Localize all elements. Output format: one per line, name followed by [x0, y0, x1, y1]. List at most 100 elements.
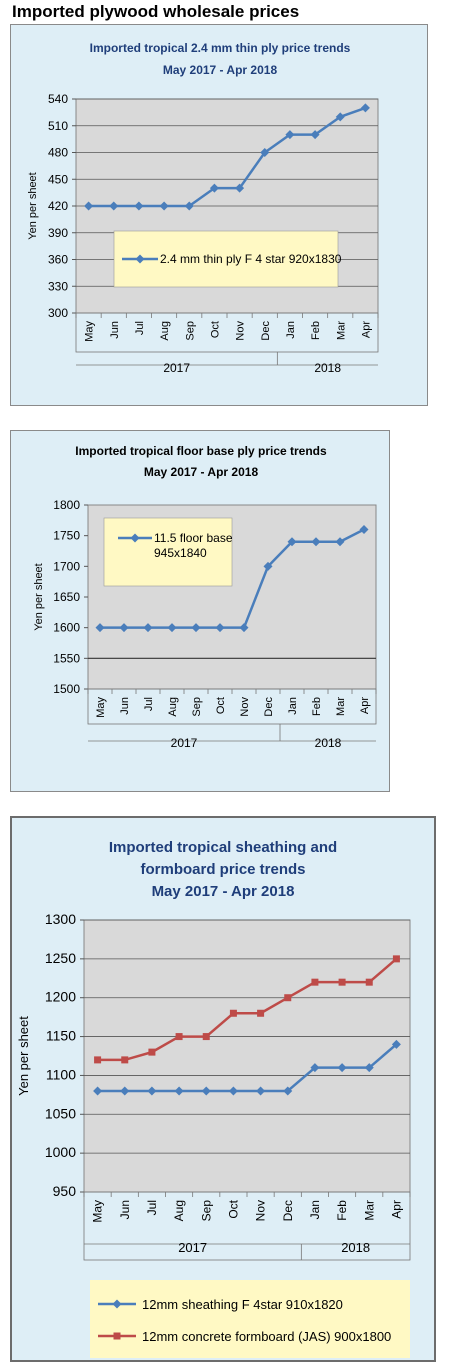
- year-label: 2017: [163, 361, 190, 375]
- data-point: [93, 1086, 103, 1096]
- data-point: [283, 1086, 293, 1096]
- chart-title-line: Imported tropical floor base ply price t…: [75, 444, 327, 458]
- y-tick-label: 1200: [45, 989, 76, 1005]
- x-tick-label: Jul: [134, 321, 146, 335]
- data-point: [148, 1048, 156, 1056]
- y-tick-label: 540: [48, 92, 68, 106]
- data-point: [201, 1086, 211, 1096]
- data-point: [159, 201, 169, 211]
- x-tick-label: Aug: [159, 321, 171, 341]
- x-tick-label: Jan: [308, 1200, 322, 1219]
- y-tick-label: 1750: [53, 529, 80, 543]
- data-point: [365, 978, 373, 986]
- legend-swatch-marker: [130, 533, 140, 543]
- data-point: [134, 201, 144, 211]
- data-point: [109, 201, 119, 211]
- y-tick-label: 300: [48, 306, 68, 320]
- series-line: [97, 1043, 398, 1093]
- y-tick-label: 950: [53, 1183, 77, 1199]
- data-point: [392, 955, 400, 963]
- data-point: [310, 1063, 320, 1073]
- data-point: [260, 148, 270, 157]
- year-label: 2018: [315, 736, 342, 750]
- chart-layer: Imported tropical sheathing and formboard…: [16, 839, 411, 1358]
- legend-label-line: 11.5 floor base: [154, 531, 233, 545]
- data-point: [95, 623, 105, 633]
- data-point: [364, 1063, 374, 1073]
- data-point: [338, 978, 346, 986]
- x-tick-label: Dec: [263, 697, 275, 717]
- chart-thin-ply: Imported tropical 2.4 mm thin ply price …: [27, 41, 379, 375]
- y-tick-label: 390: [48, 226, 68, 240]
- y-axis-label: Yen per sheet: [27, 172, 39, 239]
- legend-box: [103, 517, 233, 587]
- data-point: [311, 978, 319, 986]
- data-point: [209, 183, 219, 193]
- y-tick-label: 480: [48, 146, 68, 160]
- x-tick-label: Jun: [109, 321, 121, 339]
- chart-layer: Imported tropical floor base ply price t…: [33, 444, 377, 750]
- data-point: [287, 537, 297, 547]
- legend-label: 12mm sheathing F 4star 910x1820: [142, 1297, 343, 1312]
- x-tick-label: Mar: [362, 1200, 376, 1221]
- x-tick-label: Feb: [310, 321, 322, 340]
- x-tick-label: Mar: [335, 697, 347, 716]
- x-tick-label: Jan: [285, 321, 297, 339]
- page-title: Imported plywood wholesale prices: [12, 2, 300, 21]
- x-tick-label: Jul: [143, 697, 155, 711]
- legend-box: [90, 1280, 410, 1358]
- data-point: [360, 103, 370, 113]
- x-tick-label: Apr: [360, 321, 372, 338]
- data-point: [119, 623, 129, 633]
- x-tick-label: Jan: [287, 697, 299, 715]
- y-tick-label: 1550: [53, 651, 80, 665]
- data-point: [285, 130, 295, 140]
- data-point: [147, 1086, 157, 1096]
- plot-area: [83, 919, 411, 1193]
- legend-label: 2.4 mm thin ply F 4 star 920x1830: [160, 252, 342, 266]
- data-point: [143, 623, 153, 633]
- legend-label: 11.5 floor base 945x1840: [154, 531, 233, 560]
- x-tick-label: Jun: [118, 1200, 132, 1219]
- data-point: [84, 201, 94, 211]
- y-tick-label: 510: [48, 119, 68, 133]
- x-tick-label: Mar: [335, 321, 347, 340]
- chart-sheathing-formboard-box: Imported tropical sheathing and formboard…: [10, 816, 436, 1362]
- year-label: 2018: [314, 361, 341, 375]
- y-tick-label: 1650: [53, 590, 80, 604]
- legend-label: 12mm concrete formboard (JAS) 900x1800: [142, 1329, 391, 1344]
- y-tick-label: 1250: [45, 950, 76, 966]
- chart-title-line: Imported tropical sheathing and: [109, 839, 337, 856]
- x-tick-label: Nov: [239, 697, 251, 717]
- data-point: [120, 1086, 130, 1096]
- x-tick-label: Sep: [184, 321, 196, 341]
- chart-floor-base: Imported tropical floor base ply price t…: [33, 444, 377, 750]
- chart-thin-ply-box: Imported tropical 2.4 mm thin ply price …: [10, 24, 428, 406]
- y-tick-label: 1100: [46, 1066, 76, 1082]
- y-tick-label: 330: [48, 279, 68, 293]
- data-point: [335, 537, 345, 547]
- x-tick-label: Feb: [335, 1200, 349, 1221]
- chart-title-line: formboard price trends: [140, 861, 305, 878]
- chart-title-line: May 2017 - Apr 2018: [144, 465, 259, 479]
- year-label: 2018: [341, 1240, 370, 1255]
- y-tick-label: 1300: [45, 911, 76, 927]
- x-tick-label: Dec: [281, 1200, 295, 1221]
- y-tick-label: 360: [48, 253, 68, 267]
- data-point: [184, 201, 194, 211]
- year-label: 2017: [178, 1240, 207, 1255]
- x-tick-label: Sep: [191, 697, 203, 717]
- y-tick-label: 1500: [53, 682, 80, 696]
- x-tick-label: Jul: [145, 1200, 159, 1215]
- x-tick-label: Jun: [119, 697, 131, 715]
- data-point: [335, 112, 345, 122]
- y-tick-label: 1050: [45, 1105, 76, 1121]
- legend-swatch-marker: [135, 254, 145, 264]
- data-point: [229, 1009, 237, 1017]
- x-tick-label: Nov: [235, 321, 247, 341]
- data-point: [239, 623, 249, 633]
- x-tick-label: Dec: [260, 321, 272, 341]
- data-point: [391, 1039, 401, 1049]
- data-point: [167, 623, 177, 633]
- chart-layer: Imported tropical 2.4 mm thin ply price …: [27, 41, 379, 375]
